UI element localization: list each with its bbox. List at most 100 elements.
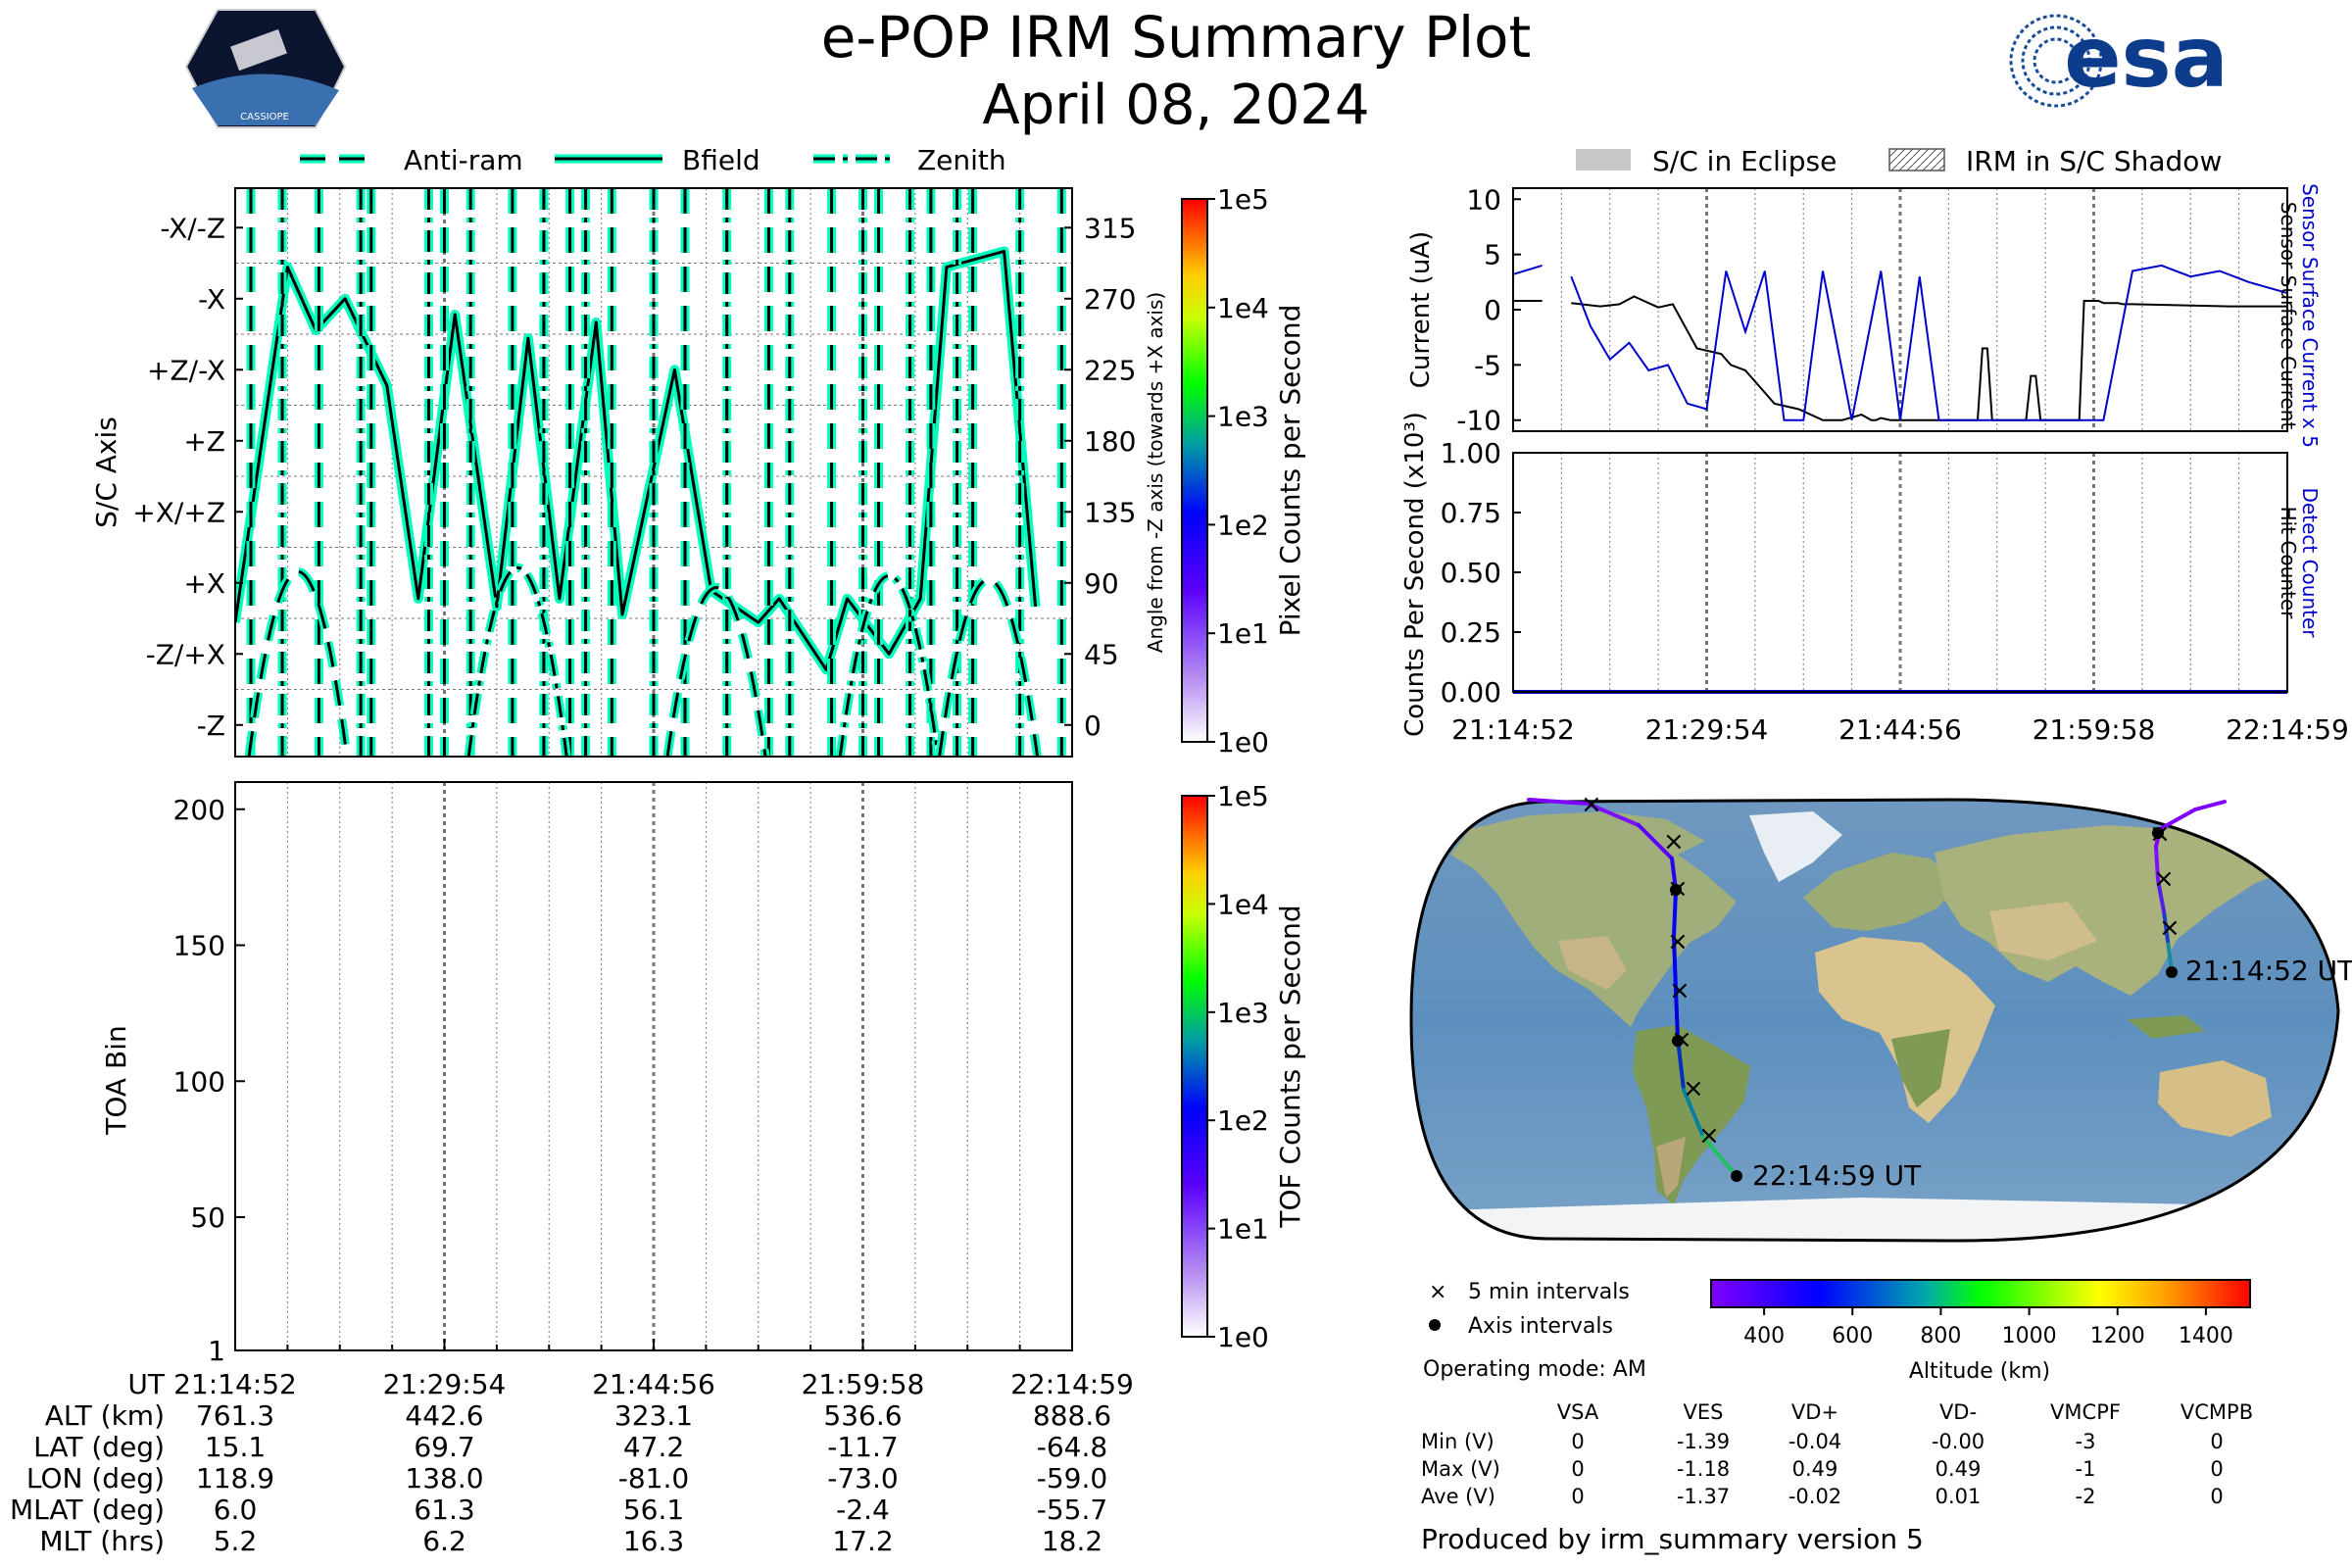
colorbar-tick-label: 1e2 — [1217, 1104, 1269, 1137]
counts-right-label-blue: Detect Counter — [2298, 488, 2322, 639]
pixel-colorbar-label: Pixel Counts per Second — [1274, 305, 1306, 637]
shadow-swatch — [1888, 148, 1945, 172]
esa-logo: esa — [2009, 9, 2229, 108]
colorbar-tick-label: 1e4 — [1217, 292, 1269, 324]
ut-value: 22:14:59 — [1010, 1368, 1134, 1400]
ephemeris-row-label: ALT (km) — [45, 1399, 165, 1432]
altitude-tick-label: 800 — [1920, 1324, 1961, 1348]
y-tick-label: 200 — [173, 794, 225, 826]
toa-x-ticks — [234, 1339, 1073, 1350]
orientation-arc — [665, 586, 767, 757]
y-tick-label: -5 — [1474, 349, 1501, 381]
counts-right-label-black: Hit Counter — [2277, 507, 2300, 619]
ut-label: UT — [127, 1368, 165, 1400]
track-segment — [1672, 888, 1678, 939]
ephemeris-cell: 888.6 — [1033, 1399, 1111, 1432]
track-segment — [1682, 1088, 1705, 1139]
ephemeris-cell: 18.2 — [1042, 1525, 1102, 1557]
cassiope-logo: CASSIOPE — [184, 9, 347, 128]
voltage-cell: -0.02 — [1788, 1485, 1841, 1508]
ut-value: 21:14:52 — [173, 1368, 297, 1400]
ephemeris-row-label: LAT (deg) — [33, 1431, 165, 1463]
x-tick-label: 21:29:54 — [1645, 713, 1769, 746]
ephemeris-cell: -73.0 — [827, 1462, 898, 1494]
voltage-cell: -2 — [2076, 1485, 2096, 1508]
ephemeris-cell: -11.7 — [827, 1431, 898, 1463]
y2-tick-label: 135 — [1084, 496, 1136, 528]
y2-tick-label: 0 — [1084, 710, 1102, 742]
counts-panel: 1.000.750.500.250.00 21:14:52 21:29:54 21:… — [1400, 412, 2349, 746]
ut-value: 21:44:56 — [592, 1368, 715, 1400]
ephemeris-cell: -59.0 — [1037, 1462, 1107, 1494]
current-ylabel: Current (uA) — [1406, 231, 1436, 388]
legend-zenith-label: Zenith — [917, 144, 1006, 176]
ephemeris-cell: 61.3 — [414, 1494, 474, 1526]
pixel-colorbar: 1e5 1e4 1e3 1e2 1e1 1e0 Pixel Counts per Seco… — [1181, 183, 1306, 759]
counts-y-ticks: 1.00 0.75 0.50 0.25 0.00 — [1441, 437, 1521, 709]
ephemeris-cell: 138.0 — [405, 1462, 483, 1494]
current-right-label-blue: Sensor Surface Current x 5 — [2298, 183, 2322, 448]
y-tick-label: 0 — [1484, 294, 1501, 326]
colorbar-tick-label: 1e5 — [1217, 183, 1269, 216]
orientation-ylabel: S/C Axis — [90, 416, 122, 528]
track-segment — [1637, 823, 1674, 860]
axis-interval-marker — [1731, 1170, 1742, 1182]
track-segment — [1527, 798, 1590, 806]
current-y-ticks: 10 5 0 -5 -10 — [1456, 183, 1521, 437]
orientation-curves — [235, 188, 1066, 757]
voltage-cell: -0.00 — [1932, 1430, 1984, 1453]
ephemeris-cell: 5.2 — [214, 1525, 258, 1557]
axis-interval-marker — [2152, 827, 2164, 839]
track-segment — [2154, 845, 2160, 882]
ephemeris-cell: 323.1 — [614, 1399, 693, 1432]
voltage-col-header: VSA — [1557, 1400, 1599, 1424]
voltage-cell: -1.18 — [1677, 1457, 1730, 1481]
y-tick-label: 0.50 — [1441, 557, 1501, 589]
orientation-y-ticks: -X/-Z 315 -X 270 +Z/-X 225 +Z 180 +X/+Z 135 +X 90 -Z… — [132, 212, 1136, 742]
orientation-arc — [466, 565, 568, 757]
toa-y-ticks: 200 150 100 50 1 — [173, 794, 245, 1367]
y-tick-label: -Z — [197, 710, 225, 742]
voltage-col-header: VCMPB — [2180, 1400, 2253, 1424]
ephemeris-cell: 118.9 — [196, 1462, 274, 1494]
ephemeris-cell: 16.3 — [623, 1525, 684, 1557]
ephemeris-cell: -64.8 — [1037, 1431, 1107, 1463]
x-tick-label: 21:44:56 — [1838, 713, 1962, 746]
track-end-label: 22:14:59 UT — [1752, 1159, 1922, 1192]
five-min-label: 5 min intervals — [1468, 1280, 1630, 1304]
toa-ylabel: TOA Bin — [100, 1025, 132, 1135]
track-segment — [1701, 1135, 1739, 1178]
satellite-track: ××××××××××× — [1527, 790, 2227, 1182]
voltage-cell: 0.49 — [1792, 1457, 1838, 1481]
ephemeris-table: UT 21:14:52 21:29:54 21:44:56 21:59:58 22:14… — [10, 1368, 1134, 1557]
orientation-arc — [938, 578, 1040, 757]
toa-panel: 200 150 100 50 1 TOA Bin — [100, 781, 1073, 1367]
sensor-current-x5-line — [1513, 264, 2287, 421]
voltage-cell: 0.49 — [1936, 1457, 1982, 1481]
ephemeris-cell: 47.2 — [623, 1431, 684, 1463]
ephemeris-cell: 6.0 — [214, 1494, 258, 1526]
figure-title: e-POP IRM Summary Plot — [821, 4, 1532, 71]
five-min-marker: × — [2153, 864, 2175, 894]
axis-interval-marker — [1670, 884, 1682, 896]
eclipse-label: S/C in Eclipse — [1652, 145, 1837, 177]
track-segment — [1672, 935, 1678, 992]
voltage-cell: 0 — [2210, 1457, 2223, 1481]
colorbar-tick-label: 1e3 — [1217, 997, 1269, 1029]
five-min-marker: × — [1581, 790, 1602, 819]
legend-antiram-label: Anti-ram — [404, 144, 523, 176]
y2-tick-label: 90 — [1084, 567, 1119, 600]
voltage-cell: 0.01 — [1936, 1485, 1982, 1508]
y-tick-label: 1.00 — [1441, 437, 1501, 469]
colorbar-tick-label: 1e1 — [1217, 1213, 1269, 1246]
logo-text: CASSIOPE — [240, 112, 289, 122]
colorbar-tick-label: 1e0 — [1217, 726, 1269, 759]
altitude-ticks: 400 600 800 1000 1200 1400 — [1743, 1307, 2233, 1348]
world-map: ××××××××××× 21:14:52 UT 22:14:59 UT — [1409, 790, 2352, 1243]
orientation-y2label: Angle from -Z axis (towards +X axis) — [1144, 292, 1167, 653]
counts-x-ticks: 21:14:52 21:29:54 21:44:56 21:59:58 22:14:59 — [1451, 713, 2349, 746]
sensor-current-line — [1513, 295, 2287, 421]
altitude-tick-label: 1400 — [2179, 1324, 2233, 1348]
ephemeris-cell: 69.7 — [414, 1431, 474, 1463]
voltage-row-label: Min (V) — [1421, 1430, 1494, 1453]
